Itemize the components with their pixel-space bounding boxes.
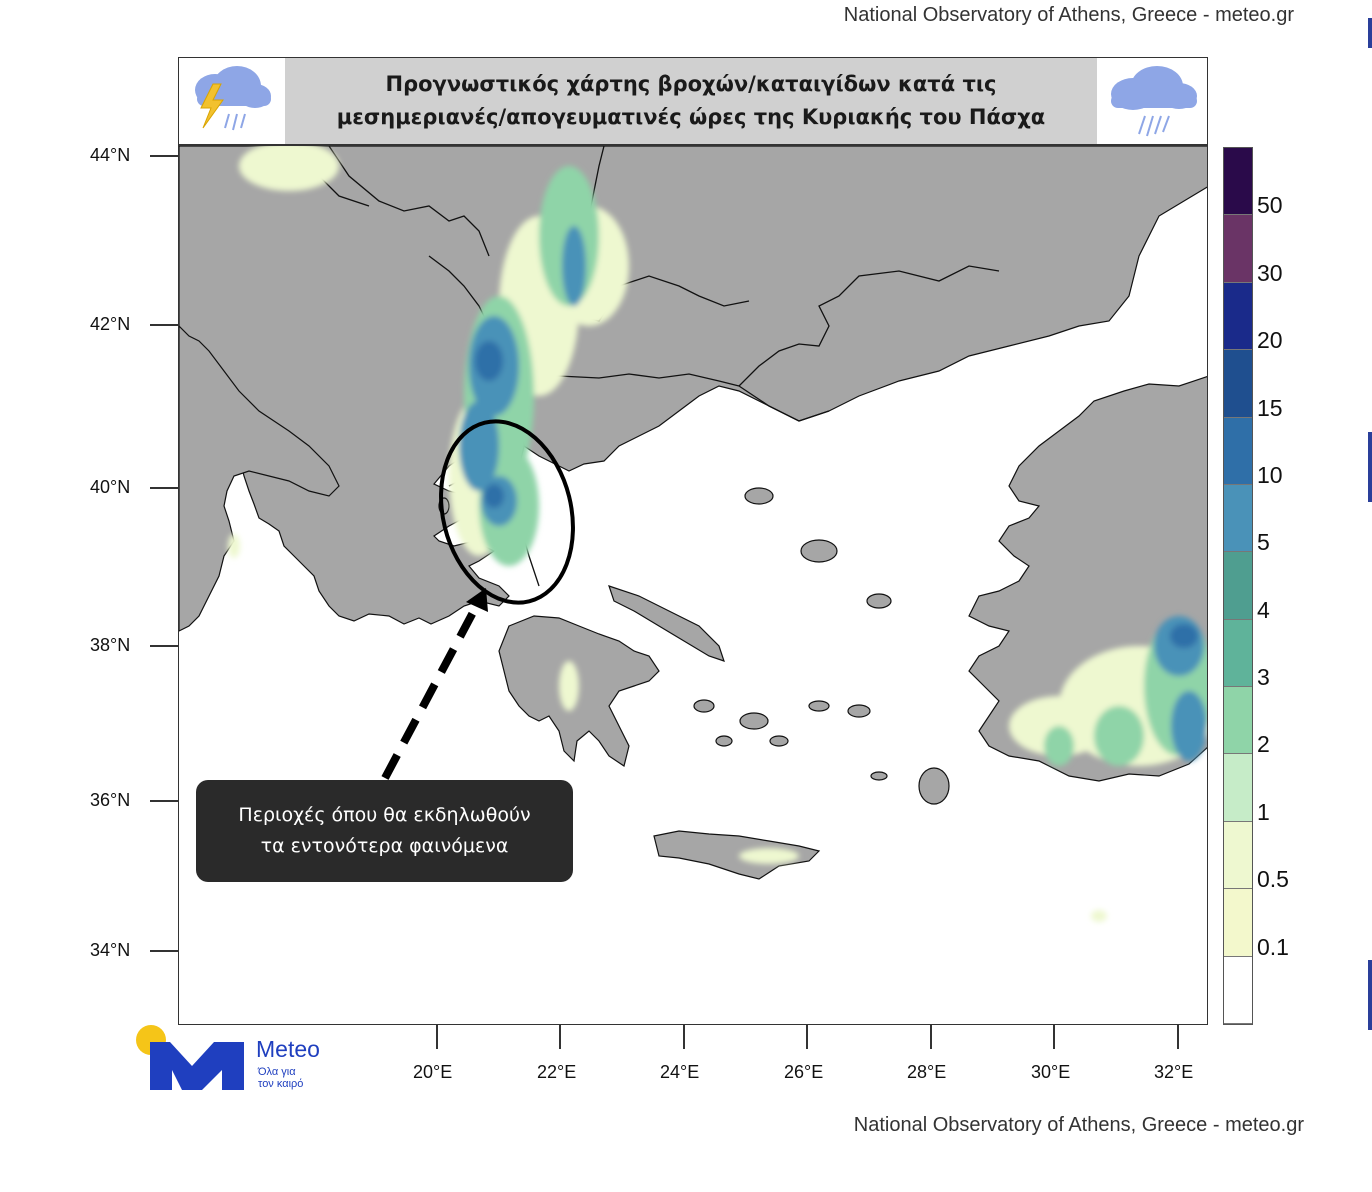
dashed-arrow-line <box>381 601 482 780</box>
callout-line-1: Περιοχές όπου θα εκδηλωθούν <box>238 804 531 826</box>
lon-tick <box>930 1025 932 1049</box>
lat-tick <box>150 800 178 802</box>
logo-tagline-2: τον καιρό <box>258 1078 304 1090</box>
lon-tick <box>1053 1025 1055 1049</box>
title-line-2: μεσημεριανές/απογευματινές ώρες της Κυρι… <box>336 105 1046 129</box>
lon-tick <box>1177 1025 1179 1049</box>
colorbar-segment <box>1224 754 1252 822</box>
edge-mark <box>1368 18 1372 48</box>
colorbar-segment <box>1224 282 1252 351</box>
title-line-1: Προγνωστικός χάρτης βροχών/καταιγίδων κα… <box>385 72 997 96</box>
land-euboea <box>608 585 725 662</box>
lon-label-28: 28°E <box>907 1062 947 1082</box>
colorbar-label: 0.1 <box>1257 933 1289 960</box>
lat-label-34: 34°N <box>90 940 131 960</box>
colorbar-segment <box>1224 552 1252 620</box>
highlight-ellipse <box>439 419 575 605</box>
rain-cloud-icon <box>1103 64 1203 145</box>
colorbar-label: 30 <box>1257 259 1283 286</box>
lon-tick <box>559 1025 561 1049</box>
colorbar-label: 5 <box>1257 529 1270 556</box>
logo-name: Meteo <box>256 1036 320 1062</box>
colorbar-label: 15 <box>1257 394 1283 421</box>
edge-mark <box>1368 960 1372 1030</box>
title-bar: Προγνωστικός χάρτης βροχών/καταιγίδων κα… <box>178 57 1208 145</box>
logo-tagline-1: Όλα για <box>258 1066 296 1078</box>
lon-tick <box>683 1025 685 1049</box>
colorbar-segment <box>1224 687 1252 755</box>
lat-label-36: 36°N <box>90 790 131 810</box>
colorbar-label: 0.5 <box>1257 866 1289 893</box>
lon-label-24: 24°E <box>660 1062 700 1082</box>
colorbar-label: 2 <box>1257 731 1270 758</box>
credit-bottom: National Observatory of Athens, Greece -… <box>853 1114 1304 1136</box>
colorbar-segment <box>1224 215 1252 283</box>
lon-tick <box>806 1025 808 1049</box>
land-crete <box>653 830 821 880</box>
colorbar-label: 4 <box>1257 596 1270 623</box>
lat-label-38: 38°N <box>90 635 131 655</box>
colorbar-label: 20 <box>1257 327 1283 354</box>
colorbar-segment <box>1224 417 1252 485</box>
colorbar <box>1223 147 1253 1025</box>
land-italy <box>179 325 340 632</box>
colorbar-segment <box>1224 956 1252 1024</box>
colorbar-segment <box>1224 889 1252 957</box>
colorbar-segment <box>1224 148 1252 216</box>
lat-tick <box>150 487 178 489</box>
lon-label-32: 32°E <box>1154 1062 1194 1082</box>
lon-label-26: 26°E <box>784 1062 824 1082</box>
thunderstorm-rain-cloud-icon <box>187 64 277 145</box>
precipitation-map <box>178 145 1208 1025</box>
lat-label-44: 44°N <box>90 145 131 165</box>
callout-box: Περιοχές όπου θα εκδηλωθούν τα εντονότερ… <box>196 780 573 882</box>
colorbar-label: 10 <box>1257 461 1283 488</box>
colorbar-segment <box>1224 484 1252 553</box>
colorbar-segment <box>1224 350 1252 418</box>
credit-top: National Observatory of Athens, Greece -… <box>843 4 1294 26</box>
lat-label-42: 42°N <box>90 314 131 334</box>
colorbar-label: 3 <box>1257 664 1270 691</box>
colorbar-segment <box>1224 821 1252 890</box>
meteo-logo: Meteo Όλα για τον καιρό <box>134 1024 344 1094</box>
lon-label-30: 30°E <box>1031 1062 1071 1082</box>
colorbar-segment <box>1224 619 1252 687</box>
lon-tick <box>436 1025 438 1049</box>
lat-tick <box>150 950 178 952</box>
land-peloponnese <box>498 615 660 767</box>
lon-label-22: 22°E <box>537 1062 577 1082</box>
lat-label-40: 40°N <box>90 477 131 497</box>
edge-mark <box>1368 432 1372 502</box>
lon-label-20: 20°E <box>413 1062 453 1082</box>
map-title: Προγνωστικός χάρτης βροχών/καταιγίδων κα… <box>285 58 1097 144</box>
lat-tick <box>150 155 178 157</box>
precipitation-field <box>228 146 1207 922</box>
lat-tick <box>150 324 178 326</box>
colorbar-label: 1 <box>1257 798 1270 825</box>
lat-tick <box>150 645 178 647</box>
callout-line-2: τα εντονότερα φαινόμενα <box>260 835 509 857</box>
colorbar-label: 50 <box>1257 192 1283 219</box>
arrow-head <box>466 588 488 612</box>
